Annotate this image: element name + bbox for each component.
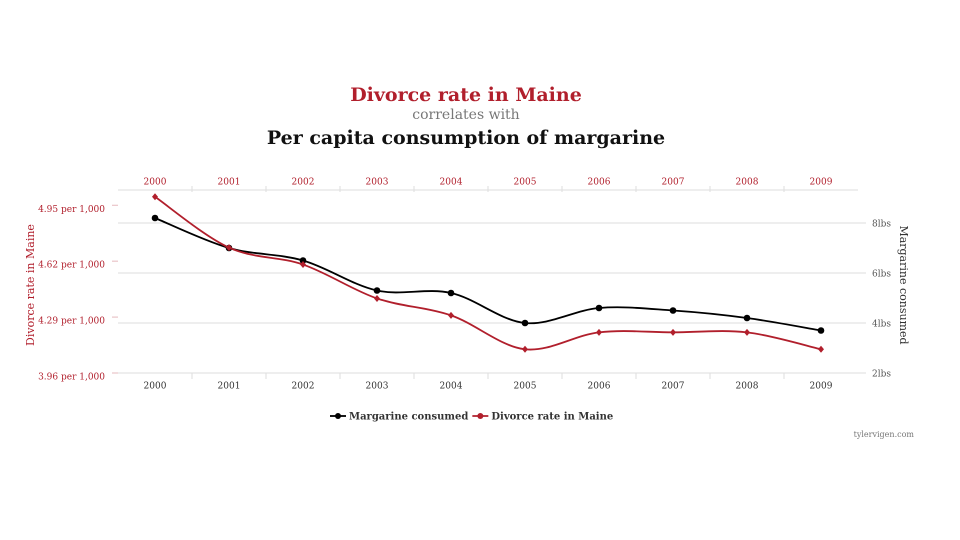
- point: [818, 345, 824, 353]
- point: [596, 328, 602, 336]
- x-tick-label-top: 2001: [218, 178, 241, 188]
- x-tick-label-top: 2002: [292, 178, 315, 188]
- y2-tick-label: 4lbs: [872, 320, 891, 330]
- point: [373, 287, 381, 294]
- chart-subtitle: correlates with: [412, 107, 519, 123]
- point: [817, 327, 825, 334]
- y2-tick-label: 2lbs: [872, 370, 891, 380]
- y2-axis-label: Margarine consumed: [897, 225, 910, 344]
- legend-label: Divorce rate in Maine: [491, 412, 613, 423]
- x-tick-label: 2002: [292, 382, 315, 392]
- y-tick-label: 3.96 per 1,000: [38, 373, 105, 383]
- point: [743, 314, 751, 322]
- chart-title: Divorce rate in Maine: [350, 84, 582, 106]
- y-tick-label: 4.62 per 1,000: [38, 261, 105, 271]
- source: tylervigen.com: [854, 430, 915, 439]
- point: [152, 193, 158, 201]
- series-line: [154, 196, 822, 351]
- y-axis-label: Divorce rate in Maine: [24, 224, 37, 346]
- legend-swatch: [477, 413, 484, 419]
- point: [300, 261, 306, 269]
- point: [226, 244, 232, 252]
- x-tick-label-top: 2000: [144, 178, 167, 188]
- x-tick-label: 2004: [440, 382, 463, 392]
- y2-tick-label: 6lbs: [872, 270, 891, 280]
- x-tick-label: 2009: [810, 382, 833, 392]
- x-tick-label-top: 2004: [440, 178, 463, 188]
- point: [670, 328, 676, 336]
- point: [669, 307, 677, 314]
- series-line: [154, 217, 822, 332]
- point: [299, 257, 307, 264]
- x-tick-label: 2005: [514, 382, 537, 392]
- legend-label: Margarine consumed: [349, 412, 468, 423]
- legend-swatch: [335, 413, 341, 419]
- x-tick-label: 2000: [144, 382, 167, 392]
- point: [595, 304, 603, 312]
- y2-tick-label: 8lbs: [872, 220, 891, 230]
- y-tick-label: 4.29 per 1,000: [38, 317, 105, 327]
- x-tick-label-top: 2009: [810, 178, 833, 188]
- chart-title-2: Per capita consumption of margarine: [267, 127, 665, 149]
- y-tick-label: 4.95 per 1,000: [38, 205, 105, 215]
- point: [374, 294, 380, 302]
- x-tick-label: 2008: [736, 382, 759, 392]
- point: [521, 319, 529, 327]
- x-tick-label-top: 2008: [736, 178, 759, 188]
- x-tick-label-top: 2005: [514, 178, 537, 188]
- point: [522, 345, 528, 353]
- x-tick-label: 2006: [588, 382, 611, 392]
- x-tick-label-top: 2007: [662, 178, 685, 188]
- x-tick-label-top: 2006: [588, 178, 611, 188]
- point: [447, 289, 455, 297]
- x-tick-label: 2003: [366, 382, 389, 392]
- point: [448, 311, 454, 319]
- x-tick-label: 2007: [662, 382, 685, 392]
- point: [744, 328, 750, 336]
- x-tick-label: 2001: [218, 382, 241, 392]
- point: [151, 214, 159, 222]
- x-tick-label-top: 2003: [366, 178, 389, 188]
